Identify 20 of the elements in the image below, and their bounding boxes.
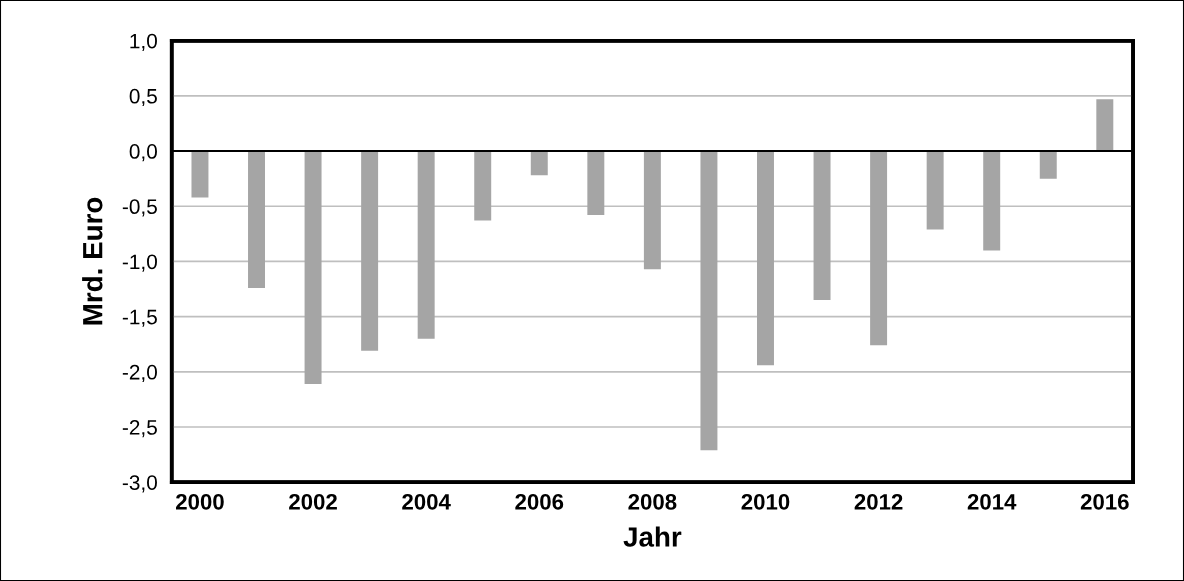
x-tick-label: 2008 <box>628 493 677 510</box>
x-axis-title: Jahr <box>623 526 682 547</box>
y-axis-title: Mrd. Euro <box>82 197 103 325</box>
x-tick-label: 2000 <box>176 493 224 510</box>
x-tick-label: 2012 <box>854 493 903 510</box>
x-tick-label: 2016 <box>1080 493 1129 510</box>
y-tick-label: -1,5 <box>122 309 157 327</box>
x-tick-label: 2004 <box>402 493 451 510</box>
y-tick-label: -2,0 <box>122 364 157 383</box>
x-tick-label: 2014 <box>967 493 1017 510</box>
y-tick-label: -0,5 <box>122 199 157 217</box>
y-tick-label: -2,5 <box>122 420 157 438</box>
y-tick-label: -1,0 <box>122 254 157 272</box>
y-tick-label: 1,0 <box>130 33 157 51</box>
x-tick-label: 2006 <box>515 493 564 510</box>
y-tick-label: -3,0 <box>122 475 157 493</box>
x-tick-label: 2010 <box>741 493 790 510</box>
y-tick-label: 0,5 <box>129 88 157 107</box>
y-tick-label: 0,0 <box>129 144 157 162</box>
x-tick-label: 2002 <box>289 493 337 510</box>
